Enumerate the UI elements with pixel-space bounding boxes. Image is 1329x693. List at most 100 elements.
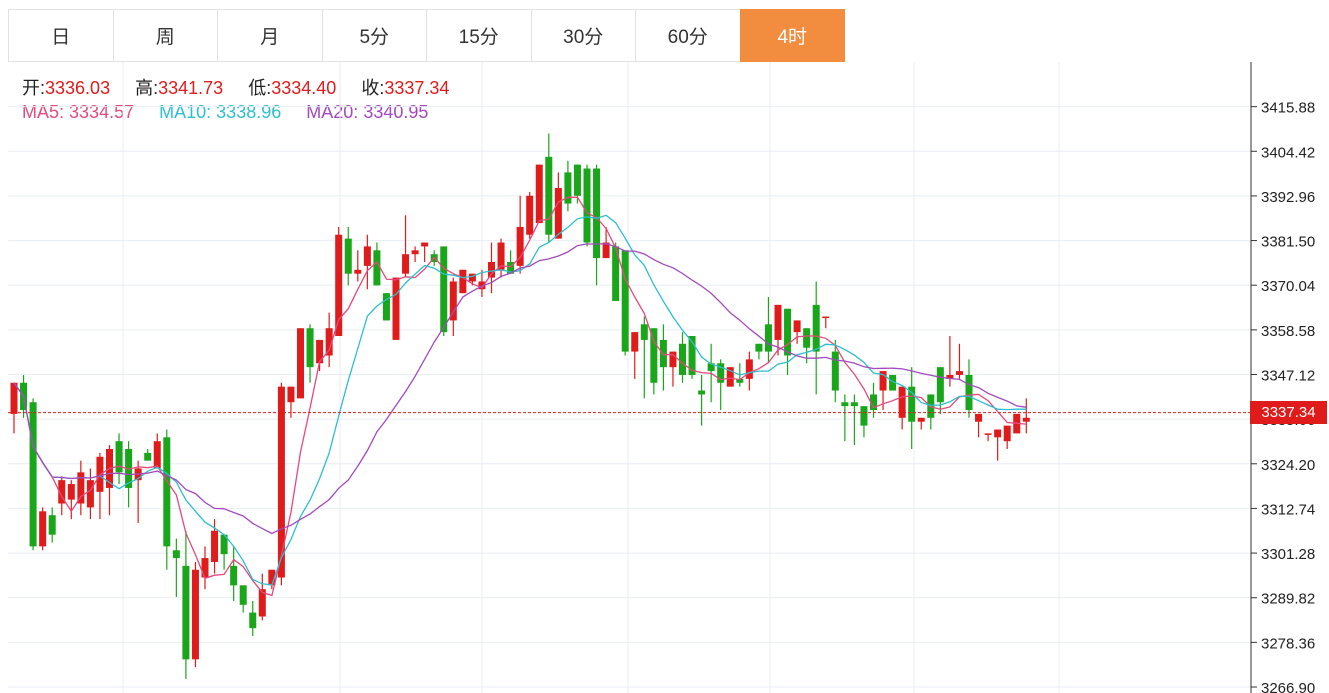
tab-3[interactable]: 5分 [321, 9, 427, 62]
ma10-line [13, 214, 1027, 586]
candle-body [239, 585, 247, 605]
tab-6[interactable]: 60分 [635, 9, 741, 62]
candle-body [755, 343, 763, 352]
candle-body [679, 343, 686, 375]
ohlc-readout: 开:3336.03 高:3341.73 低:3334.40 收:3337.34 [22, 74, 449, 100]
candle-body [144, 452, 152, 461]
y-tick-label: 3381.50 [1261, 234, 1315, 251]
candle-body [745, 359, 753, 379]
candle-body [831, 351, 839, 391]
candle-body [211, 530, 219, 562]
candle-body [287, 386, 295, 403]
candle-body [449, 281, 457, 321]
candle-body [917, 417, 925, 422]
candle-body [402, 254, 410, 274]
candle-body [669, 351, 677, 368]
candle-body [220, 534, 228, 555]
candle-body [688, 336, 696, 375]
y-tick-label: 3392.96 [1261, 189, 1315, 206]
candle-body [258, 589, 266, 617]
candle-body [363, 246, 371, 266]
candle-body [764, 324, 772, 352]
candle-body [936, 367, 944, 403]
candle-body [812, 304, 820, 352]
candle-body [48, 515, 56, 535]
candle-body [535, 164, 543, 224]
y-tick-label: 3358.58 [1261, 323, 1315, 340]
ma5-line [13, 196, 1027, 597]
close-label: 收: [361, 78, 385, 98]
y-tick-label: 3347.12 [1261, 368, 1315, 385]
candle-body [335, 234, 343, 337]
candle-body [784, 308, 792, 356]
candle-body [803, 328, 811, 348]
candle-body [268, 569, 276, 586]
candle-body [593, 168, 601, 259]
candle-body [707, 363, 715, 372]
candle-body [115, 441, 123, 473]
candle-body [86, 480, 94, 508]
candle-body [612, 246, 620, 301]
candle-body [850, 402, 858, 407]
candle-body [554, 187, 562, 239]
candle-body [488, 261, 495, 278]
candle-body [497, 242, 505, 270]
candle-body [67, 484, 75, 500]
candle-body [946, 374, 954, 379]
candle-body [201, 558, 209, 578]
candle-body [994, 429, 1002, 438]
candle-body [726, 367, 734, 387]
candle-body [411, 250, 419, 255]
candle-body [879, 371, 887, 391]
tab-4[interactable]: 15分 [426, 9, 532, 62]
candle-body [507, 261, 515, 274]
candle-body [717, 363, 725, 383]
candle-body [354, 269, 362, 274]
candle-body [793, 320, 801, 333]
y-tick-label: 3301.28 [1261, 546, 1315, 563]
tab-5[interactable]: 30分 [530, 9, 636, 62]
tab-0[interactable]: 日 [8, 9, 114, 62]
y-tick-label: 3324.20 [1261, 457, 1315, 474]
candle-body [545, 156, 553, 235]
candle-body [468, 273, 476, 282]
tab-7[interactable]: 4时 [739, 9, 845, 62]
y-tick-label: 3266.90 [1261, 680, 1315, 693]
candle-body [774, 304, 782, 340]
candle-body [736, 378, 744, 383]
ma20-line [13, 243, 1027, 535]
candle-body [153, 441, 161, 469]
low-value: 3334.40 [271, 78, 337, 98]
high-label: 高: [135, 78, 159, 98]
candle-body [841, 402, 849, 407]
candle-body [889, 374, 897, 391]
candle-body [1003, 425, 1011, 442]
candle-body [392, 277, 400, 340]
candle-body [172, 550, 180, 559]
candle-body [898, 386, 906, 418]
candle-body [297, 328, 304, 399]
candle-body [39, 511, 47, 547]
candle-body [459, 269, 467, 294]
candle-body [870, 394, 877, 411]
candle-body [249, 612, 257, 629]
candle-body [440, 246, 448, 333]
candle-body [860, 406, 868, 426]
period-tabs: 日周月 5分 15分 30分 60分 4时 [8, 9, 845, 62]
candle-body [564, 172, 572, 204]
candle-body [526, 195, 534, 235]
y-tick-label: 3404.42 [1261, 144, 1315, 161]
candle-body [344, 238, 352, 274]
y-tick-label: 3289.82 [1261, 591, 1315, 608]
candle-body [58, 480, 66, 504]
tab-2[interactable]: 月 [217, 9, 323, 62]
tab-1[interactable]: 周 [112, 9, 218, 62]
candle-body [573, 164, 581, 196]
candle-body [1022, 417, 1030, 422]
candle-body [382, 293, 390, 321]
candlestick-chart[interactable]: 3415.88 3404.42 3392.96 3381.50 3370.04 3358.… [0, 62, 1329, 693]
candle-body [29, 402, 37, 547]
candle-body [10, 382, 18, 414]
candle-body [631, 332, 639, 352]
candle-body [77, 472, 85, 504]
